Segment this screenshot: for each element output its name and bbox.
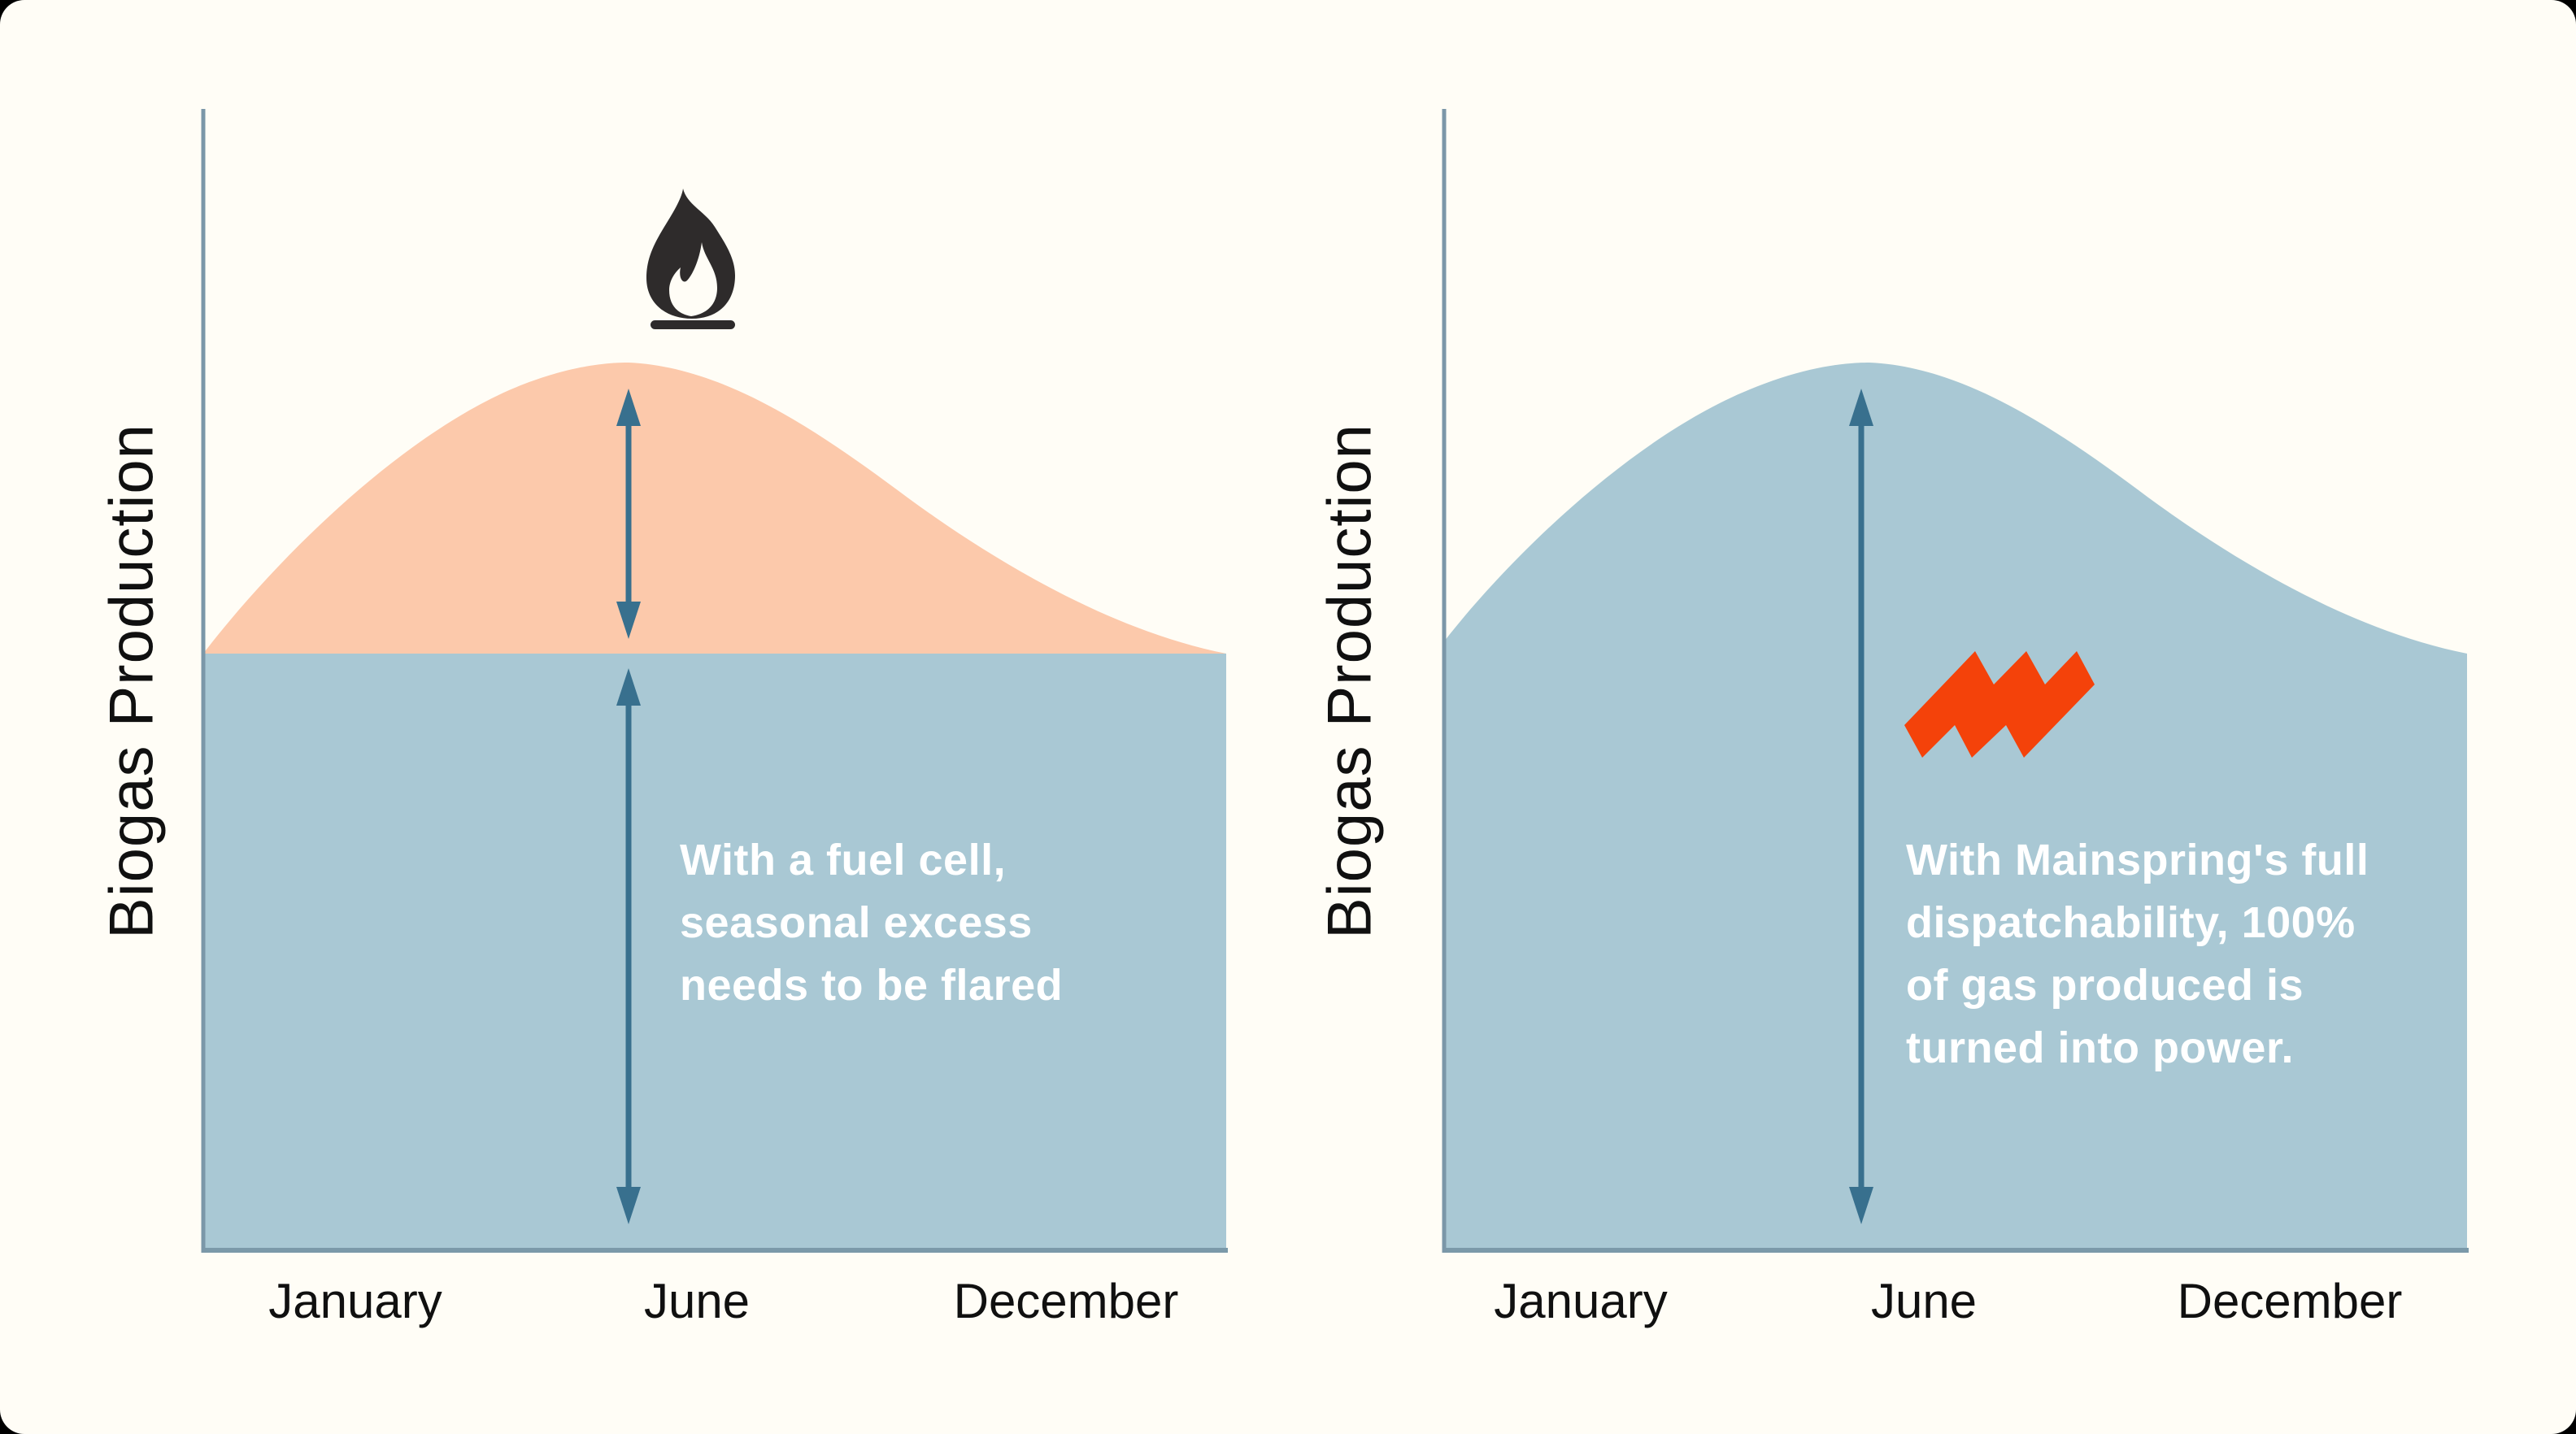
left-x-tick-june: June <box>643 1274 751 1328</box>
left-annotation-line-1: With a fuel cell, <box>680 836 1007 884</box>
flame-icon <box>646 189 735 329</box>
right-y-axis-label: Biogas Production <box>1315 424 1385 939</box>
right-annotation-line-2: dispatchability, 100% <box>1906 898 2356 947</box>
left-excess-area <box>203 363 1226 654</box>
right-x-tick-december: December <box>2177 1274 2403 1328</box>
right-annotation-line-3: of gas produced is <box>1906 961 2304 1010</box>
right-x-tick-june: June <box>1870 1274 1978 1328</box>
right-production-area <box>1444 363 2467 1252</box>
left-y-axis-label: Biogas Production <box>97 424 167 939</box>
right-chart-plot <box>1442 109 2469 1253</box>
left-annotation-text: With a fuel cell, seasonal excess needs … <box>680 829 1200 1017</box>
baseload-double-arrow <box>616 668 641 1224</box>
excess-double-arrow <box>616 389 641 639</box>
mainspring-zigzag-icon <box>1904 651 2095 758</box>
full-production-double-arrow <box>1849 389 1873 1224</box>
left-chart-plot <box>201 109 1228 1253</box>
right-annotation-line-1: With Mainspring's full <box>1906 836 2369 884</box>
right-annotation-line-4: turned into power. <box>1906 1023 2294 1072</box>
left-baseload-area <box>203 654 1226 1252</box>
left-x-tick-december: December <box>953 1274 1179 1328</box>
left-annotation-line-2: seasonal excess <box>680 898 1033 947</box>
left-x-tick-january: January <box>268 1274 442 1328</box>
left-annotation-line-3: needs to be flared <box>680 961 1064 1010</box>
right-annotation-text: With Mainspring's full dispatchability, … <box>1906 829 2475 1080</box>
right-x-tick-january: January <box>1494 1274 1668 1328</box>
